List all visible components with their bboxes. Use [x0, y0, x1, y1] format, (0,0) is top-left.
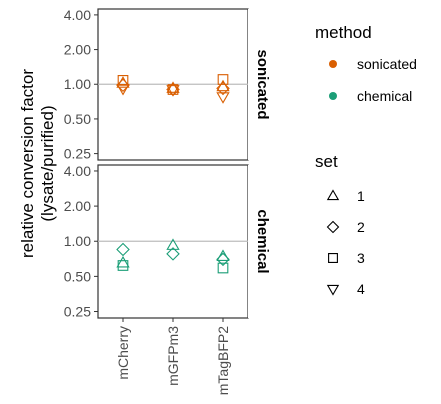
- data-point-mCherry-set-2: [116, 242, 130, 257]
- legend-key-set-2: [326, 220, 340, 234]
- y-tick-label: 0.25: [64, 304, 91, 320]
- y-tick-label: 0.25: [64, 146, 91, 162]
- data-point-mGFPm3-set-2: [166, 247, 180, 261]
- y-tick-label: 4.00: [64, 7, 91, 23]
- x-tick-label: mTagBFP2: [215, 326, 231, 395]
- legend-key-set-1: [326, 189, 340, 201]
- legend-key-chemical: [329, 92, 337, 100]
- data-point-mCherry-set-3: [117, 260, 129, 271]
- data-point-mGFPm3-set-3: [167, 84, 179, 95]
- legend-key-set-4: [326, 284, 340, 296]
- facet-strip-label: chemical: [254, 209, 271, 273]
- y-axis-title-line: relative conversion factor: [18, 69, 37, 258]
- facet-panel-sonicated: 4.00 2.00 1.00 0.50 0.25 sonicated: [64, 7, 278, 162]
- y-tick-label: 4.00: [64, 163, 91, 179]
- facet-strip: [248, 165, 278, 318]
- y-tick-label: 2.00: [64, 198, 91, 214]
- y-tick-label: 1.00: [64, 233, 91, 249]
- data-point-mTagBFP2-set-2: [216, 252, 230, 267]
- data-point-mGFPm3-set-1: [166, 81, 180, 93]
- data-point-mTagBFP2-set-2: [216, 81, 230, 96]
- legend: method sonicated chemical set 1 2 3 4: [315, 23, 417, 297]
- y-tick-label: 0.50: [64, 268, 91, 284]
- y-tick-label: 2.00: [64, 42, 91, 58]
- legend-label-set: 4: [357, 281, 365, 297]
- legend-label-sonicated: sonicated: [357, 56, 417, 72]
- legend-label-set: 2: [357, 219, 365, 235]
- facet-strip: [248, 9, 278, 160]
- data-point-mCherry-set-2: [116, 78, 130, 93]
- data-point-mGFPm3-set-1: [166, 238, 180, 250]
- x-tick-label: mGFPm3: [165, 326, 181, 386]
- data-point-mCherry-set-4: [116, 83, 130, 96]
- y-tick-label: 1.00: [64, 76, 91, 92]
- x-tick-label: mCherry: [115, 326, 131, 380]
- y-tick-label: 0.50: [64, 111, 91, 127]
- data-point-mTagBFP2-set-3: [217, 74, 229, 85]
- legend-label-set: 3: [357, 250, 365, 266]
- facet-strip-label: sonicated: [254, 49, 271, 119]
- facet-panel-chemical: 4.00 2.00 1.00 0.50 0.25 chemical: [64, 163, 278, 320]
- legend-title-set: set: [315, 152, 338, 171]
- data-point-mGFPm3-set-4: [166, 85, 180, 97]
- legend-label-chemical: chemical: [357, 88, 412, 104]
- data-point-mTagBFP2-set-4: [216, 92, 230, 104]
- data-point-mCherry-set-1: [116, 255, 130, 268]
- legend-key-sonicated: [329, 60, 337, 68]
- legend-label-set: 1: [357, 188, 365, 204]
- data-point-mTagBFP2-set-3: [217, 262, 229, 274]
- y-axis-title-line: (lysate/purified): [38, 105, 57, 221]
- legend-title-method: method: [315, 23, 372, 42]
- legend-key-set-3: [328, 253, 338, 263]
